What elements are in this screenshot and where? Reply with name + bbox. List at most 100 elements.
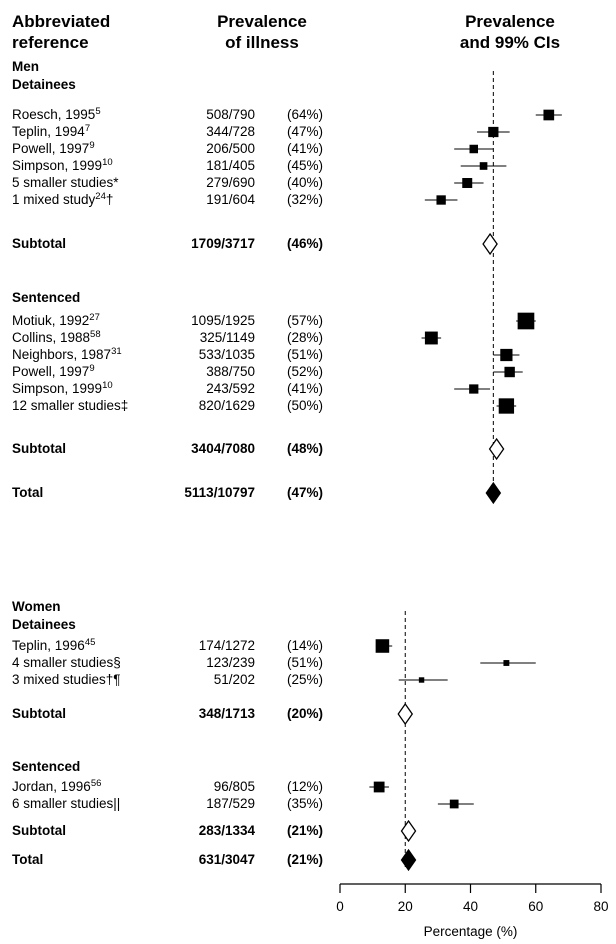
point-estimate-square <box>375 639 390 653</box>
study-ratio: 508/790 <box>206 107 255 122</box>
x-tick-label: 0 <box>336 899 344 914</box>
total-label: Total <box>12 485 43 500</box>
study-ratio: 191/604 <box>206 192 255 207</box>
subgroup-label: Sentenced <box>12 290 80 305</box>
point-estimate-square <box>469 384 479 394</box>
study-reference: Powell, 19979 <box>12 363 95 379</box>
point-estimate-square <box>500 348 513 362</box>
study-reference: Motiuk, 199227 <box>12 312 100 328</box>
subtotal-diamond <box>488 437 505 461</box>
total-percentage: (47%) <box>287 485 323 500</box>
subtotal-diamond <box>397 702 414 726</box>
point-estimate-square <box>469 144 479 154</box>
total-percentage: (21%) <box>287 852 323 867</box>
study-reference: Simpson, 199910 <box>12 380 113 396</box>
study-ratio: 243/592 <box>206 381 255 396</box>
header-reference-line2: reference <box>12 33 89 52</box>
study-percentage: (25%) <box>287 672 323 687</box>
study-percentage: (28%) <box>287 330 323 345</box>
x-tick-label: 60 <box>528 899 543 914</box>
study-ratio: 533/1035 <box>199 347 255 362</box>
study-reference: 12 smaller studies‡ <box>12 398 128 413</box>
total-ratio: 631/3047 <box>199 852 255 867</box>
study-ratio: 96/805 <box>214 779 255 794</box>
study-percentage: (50%) <box>287 398 323 413</box>
study-ratio: 820/1629 <box>199 398 255 413</box>
subtotal-diamond <box>400 819 417 843</box>
point-estimate-square <box>517 312 535 330</box>
study-percentage: (41%) <box>287 381 323 396</box>
subtotal-label: Subtotal <box>12 706 66 721</box>
study-reference: Collins, 198858 <box>12 329 101 345</box>
study-reference: Neighbors, 198731 <box>12 346 122 362</box>
subtotal-label: Subtotal <box>12 823 66 838</box>
total-label: Total <box>12 852 43 867</box>
point-estimate-square <box>503 660 510 666</box>
study-percentage: (64%) <box>287 107 323 122</box>
study-reference: 6 smaller studies|| <box>12 796 120 811</box>
study-percentage: (51%) <box>287 347 323 362</box>
x-axis: 0 20 40 60 80 Percentage (%) <box>336 883 609 939</box>
study-ratio: 51/202 <box>214 672 255 687</box>
study-percentage: (41%) <box>287 141 323 156</box>
study-percentage: (52%) <box>287 364 323 379</box>
study-rows: Men Detainees Roesch, 19955 508/790 (64%) Tep… <box>12 59 562 872</box>
study-reference: 1 mixed study24† <box>12 191 113 207</box>
total-ratio: 5113/10797 <box>184 485 255 500</box>
group-label-women: Women <box>12 599 61 614</box>
subtotal-ratio: 348/1713 <box>199 706 256 721</box>
x-axis-title: Percentage (%) <box>424 924 518 939</box>
study-ratio: 388/750 <box>206 364 255 379</box>
group-label-men: Men <box>12 59 39 74</box>
header-prevalence-line2: of illness <box>225 33 299 52</box>
study-ratio: 123/239 <box>206 655 255 670</box>
study-reference: Teplin, 199645 <box>12 637 95 653</box>
study-reference: Jordan, 199656 <box>12 778 101 794</box>
subtotal-ratio: 283/1334 <box>199 823 256 838</box>
study-percentage: (32%) <box>287 192 323 207</box>
subtotal-percentage: (48%) <box>287 441 323 456</box>
point-estimate-square <box>424 331 438 345</box>
point-estimate-square <box>479 162 488 170</box>
study-percentage: (45%) <box>287 158 323 173</box>
study-reference: Teplin, 19947 <box>12 123 90 139</box>
study-reference: 5 smaller studies* <box>12 175 119 190</box>
study-ratio: 174/1272 <box>199 638 255 653</box>
header-prevalence-line1: Prevalence <box>217 12 307 31</box>
study-percentage: (40%) <box>287 175 323 190</box>
study-ratio: 344/728 <box>206 124 255 139</box>
study-percentage: (35%) <box>287 796 323 811</box>
point-estimate-square <box>543 109 555 121</box>
study-ratio: 206/500 <box>206 141 255 156</box>
point-estimate-square <box>418 677 425 683</box>
study-ratio: 279/690 <box>206 175 255 190</box>
subtotal-ratio: 3404/7080 <box>191 441 255 456</box>
column-headers: Abbreviated reference Prevalence of illn… <box>12 12 560 52</box>
study-reference: Roesch, 19955 <box>12 106 101 122</box>
study-ratio: 1095/1925 <box>191 313 255 328</box>
subtotal-percentage: (46%) <box>287 236 323 251</box>
subtotal-label: Subtotal <box>12 236 66 251</box>
point-estimate-square <box>436 195 446 205</box>
study-percentage: (14%) <box>287 638 323 653</box>
subtotal-ratio: 1709/3717 <box>191 236 255 251</box>
study-ratio: 181/405 <box>206 158 255 173</box>
subtotal-diamond <box>482 232 498 256</box>
x-tick-label: 20 <box>398 899 413 914</box>
study-reference: 4 smaller studies§ <box>12 655 121 670</box>
study-reference: Powell, 19979 <box>12 140 95 156</box>
point-estimate-square <box>449 799 459 809</box>
subtotal-label: Subtotal <box>12 441 66 456</box>
study-reference: 3 mixed studies†¶ <box>12 672 121 687</box>
x-tick-label: 80 <box>593 899 608 914</box>
subgroup-label: Detainees <box>12 77 76 92</box>
total-diamond <box>400 848 417 872</box>
study-percentage: (57%) <box>287 313 323 328</box>
study-reference: Simpson, 199910 <box>12 157 113 173</box>
study-ratio: 187/529 <box>206 796 255 811</box>
study-ratio: 325/1149 <box>200 330 255 345</box>
header-reference-line1: Abbreviated <box>12 12 110 31</box>
subtotal-percentage: (21%) <box>287 823 323 838</box>
header-ci-line2: and 99% CIs <box>460 33 560 52</box>
